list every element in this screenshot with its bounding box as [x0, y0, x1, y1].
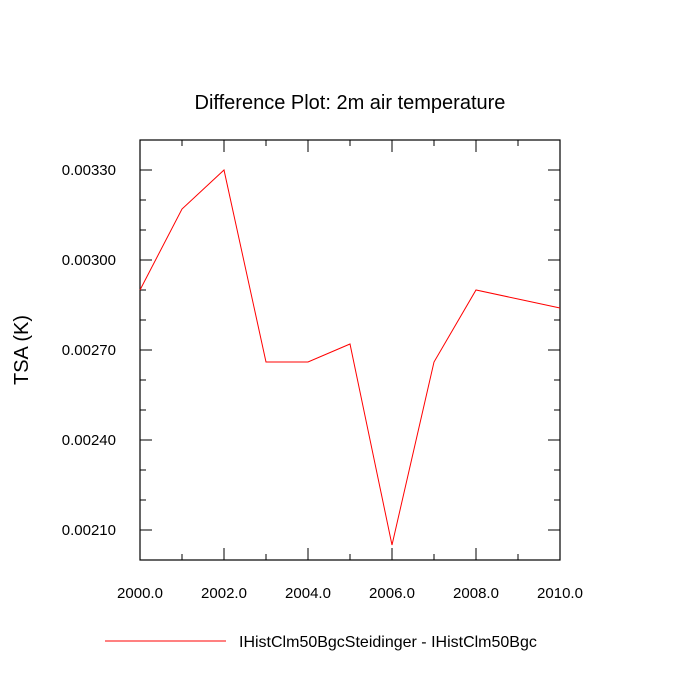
- x-tick-label: 2006.0: [369, 585, 415, 602]
- series-lines: [139, 169, 561, 546]
- x-tick-label: 2004.0: [285, 585, 331, 602]
- y-axis-ticks: 0.00210 0.00240 0.00270 0.00300 0.00330: [62, 139, 560, 561]
- x-tick-label: 2002.0: [201, 585, 247, 602]
- plot-frame: [139, 139, 561, 561]
- series-line: [139, 169, 561, 546]
- x-tick-label: 2010.0: [537, 585, 583, 602]
- y-tick-label: 0.00210: [62, 522, 116, 539]
- legend-label: IHistClm50BgcSteidinger - IHistClm50Bgc: [239, 634, 537, 651]
- y-tick-label: 0.00300: [62, 252, 116, 269]
- legend: IHistClm50BgcSteidinger - IHistClm50Bgc: [105, 634, 537, 651]
- x-axis-ticks: 2000.0 2002.0 2004.0 2006.0 2008.0 2010.0: [117, 140, 583, 602]
- y-tick-label: 0.00330: [62, 162, 116, 179]
- y-tick-label: 0.00270: [62, 342, 116, 359]
- x-tick-label: 2008.0: [453, 585, 499, 602]
- chart-title: Difference Plot: 2m air temperature: [195, 92, 506, 114]
- x-tick-label: 2000.0: [117, 585, 163, 602]
- y-axis-label: TSA (K): [11, 315, 33, 385]
- y-tick-label: 0.00240: [62, 432, 116, 449]
